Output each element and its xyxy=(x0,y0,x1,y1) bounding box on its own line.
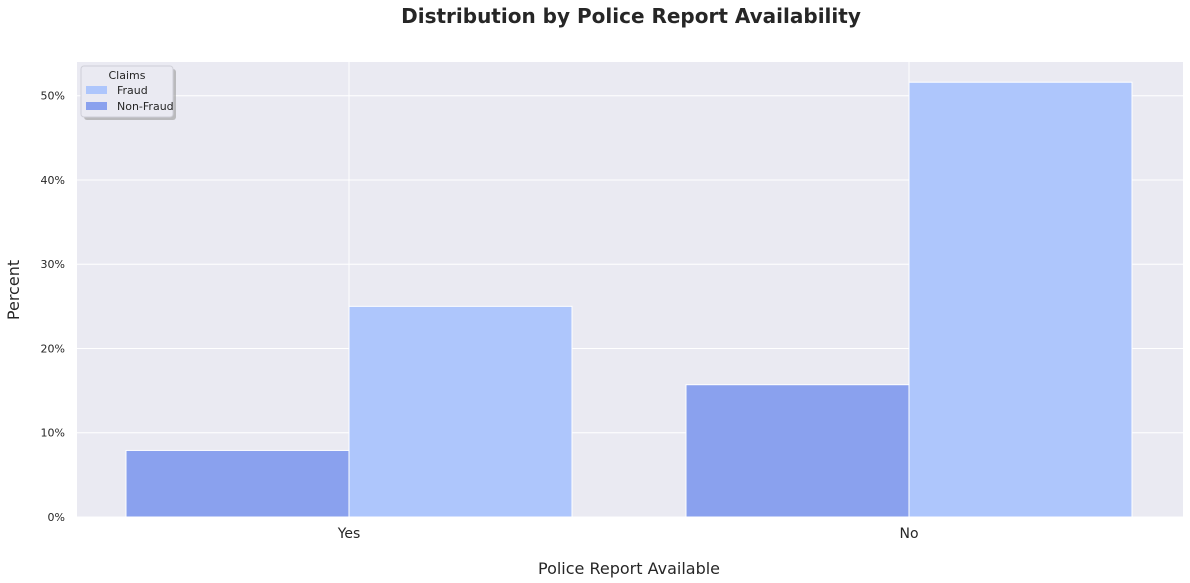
legend-label-non-fraud: Non-Fraud xyxy=(117,100,174,113)
y-axis-label: Percent xyxy=(4,260,23,320)
x-tick-label: No xyxy=(899,526,918,542)
x-tick-label: Yes xyxy=(337,526,361,542)
y-tick-label: 10% xyxy=(41,427,65,440)
y-axis-ticks: 0% 10% 20% 30% 40% 50% xyxy=(41,90,65,524)
legend-title: Claims xyxy=(109,69,146,82)
y-tick-label: 0% xyxy=(48,511,65,524)
legend: Claims Fraud Non-Fraud xyxy=(80,65,176,120)
y-tick-label: 30% xyxy=(41,258,65,271)
legend-swatch-fraud xyxy=(86,86,107,94)
x-axis-label: Police Report Available xyxy=(538,559,720,578)
y-tick-label: 20% xyxy=(41,342,65,355)
legend-label-fraud: Fraud xyxy=(117,84,148,97)
bar-non-fraud-no xyxy=(685,384,910,518)
bar-fraud-no xyxy=(908,81,1133,518)
bars xyxy=(125,81,1133,518)
y-tick-label: 50% xyxy=(41,90,65,103)
y-tick-label: 40% xyxy=(41,174,65,187)
legend-swatch-non-fraud xyxy=(86,102,107,110)
x-axis-ticks: Yes No xyxy=(337,526,919,542)
bar-fraud-yes xyxy=(348,305,573,518)
bar-non-fraud-yes xyxy=(125,449,350,518)
chart-title: Distribution by Police Report Availabili… xyxy=(401,4,861,28)
